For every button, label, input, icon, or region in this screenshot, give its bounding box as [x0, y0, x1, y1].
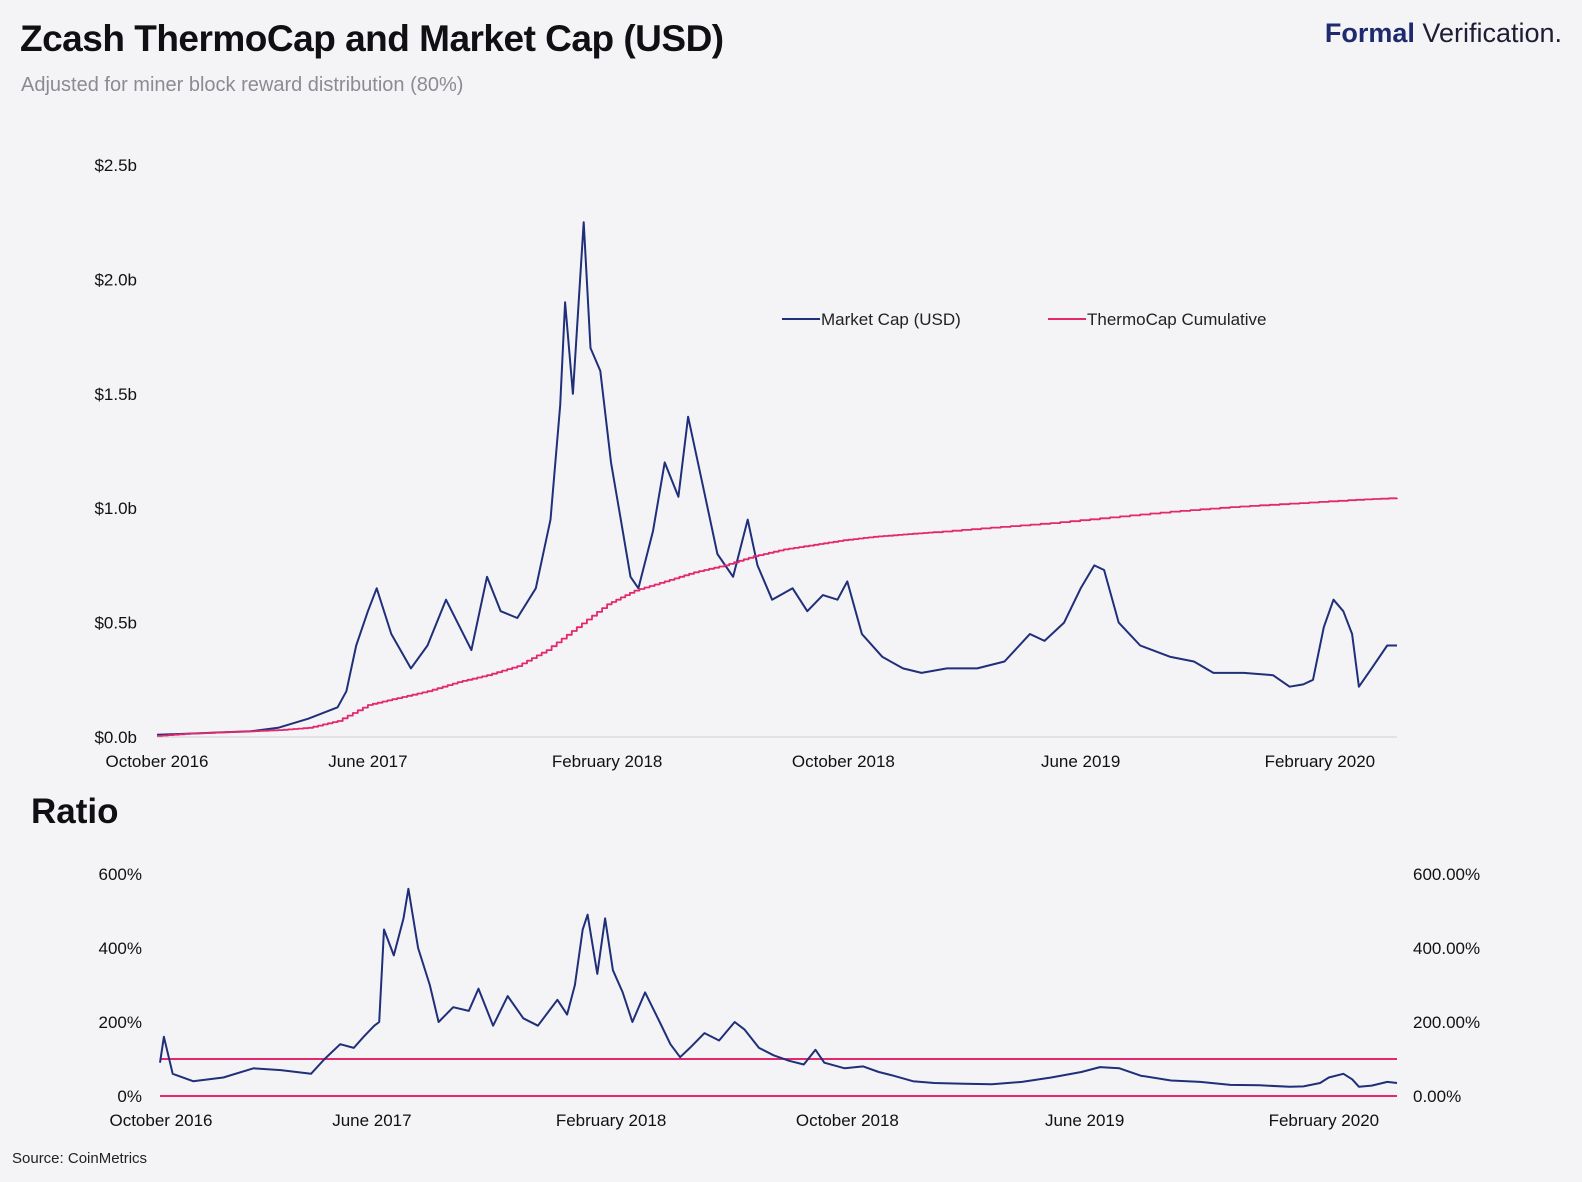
y-tick-label: $0.5b — [94, 614, 137, 633]
ratio-series-line — [159, 887, 1398, 1088]
y-tick-label: $0.0b — [94, 728, 137, 747]
series-line-thermocap-cumulative — [157, 497, 1398, 737]
brand-logo-rest: Verification. — [1414, 18, 1562, 48]
ratio-y-tick-right: 0.00% — [1413, 1087, 1461, 1106]
series-line-market-cap-usd — [156, 221, 1397, 736]
ratio-section-title: Ratio — [31, 792, 119, 831]
brand-logo: Formal Verification. — [1325, 18, 1562, 49]
ratio-y-tick-left: 200% — [99, 1013, 142, 1032]
x-tick-label: June 2017 — [328, 752, 407, 771]
ratio-y-tick-right: 400.00% — [1413, 939, 1480, 958]
ratio-y-tick-right: 200.00% — [1413, 1013, 1480, 1032]
chart-title: Zcash ThermoCap and Market Cap (USD) — [20, 18, 724, 59]
ratio-y-tick-left: 600% — [99, 865, 142, 884]
chart-subtitle: Adjusted for miner block reward distribu… — [21, 74, 464, 96]
x-tick-label: February 2018 — [552, 752, 663, 771]
ratio-y-tick-right: 600.00% — [1413, 865, 1480, 884]
brand-logo-bold: Formal — [1324, 18, 1415, 48]
source-note: Source: CoinMetrics — [12, 1150, 148, 1167]
ratio-x-tick-label: June 2019 — [1045, 1111, 1124, 1130]
x-tick-label: June 2019 — [1041, 752, 1120, 771]
y-tick-label: $2.0b — [94, 270, 137, 289]
ratio-x-tick-label: October 2016 — [109, 1111, 212, 1130]
x-tick-label: February 2020 — [1265, 752, 1376, 771]
ratio-x-tick-label: October 2018 — [796, 1111, 899, 1130]
y-tick-label: $1.0b — [94, 499, 137, 518]
ratio-y-tick-left: 400% — [99, 939, 142, 958]
ratio-y-tick-left: 0% — [117, 1087, 142, 1106]
legend-label: Market Cap (USD) — [821, 310, 961, 329]
x-tick-label: October 2018 — [792, 752, 895, 771]
ratio-x-tick-label: June 2017 — [332, 1111, 411, 1130]
x-tick-label: October 2016 — [105, 752, 208, 771]
y-tick-label: $1.5b — [94, 385, 137, 404]
y-tick-label: $2.5b — [94, 156, 137, 175]
legend-label: ThermoCap Cumulative — [1087, 310, 1267, 329]
ratio-x-tick-label: February 2018 — [556, 1111, 667, 1130]
ratio-x-tick-label: February 2020 — [1269, 1111, 1380, 1130]
